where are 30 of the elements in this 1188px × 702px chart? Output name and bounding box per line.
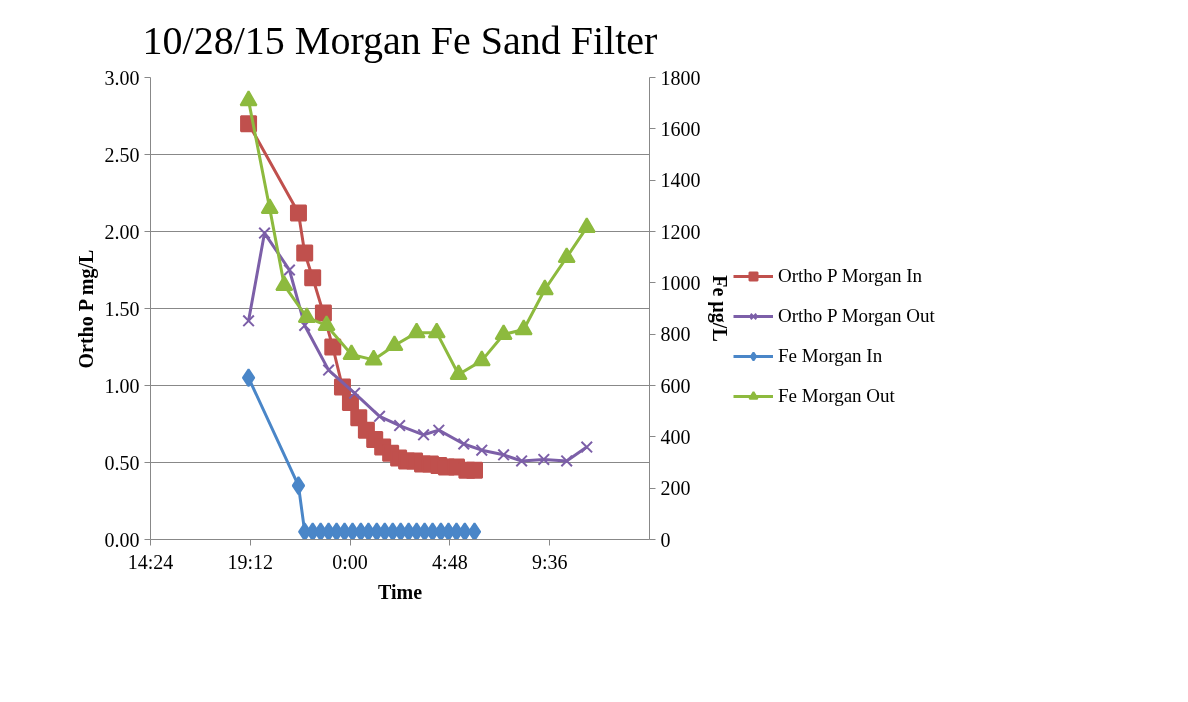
y2-tick-label: 600 [660, 374, 691, 397]
y2-axis-title: Fe µg/L [707, 275, 731, 342]
y2-tick-label: 1600 [660, 117, 701, 140]
y-tick-label: 2.50 [104, 143, 140, 166]
y2-tick-label: 1800 [660, 66, 701, 89]
y2-tick-label: 0 [660, 528, 671, 551]
legend-label: Fe Morgan Out [778, 384, 895, 407]
y2-tick-label: 200 [660, 477, 691, 500]
y2-tick-label: 1200 [660, 220, 701, 243]
y-tick-label: 0.50 [104, 451, 140, 474]
x-axis-title: Time [377, 580, 423, 603]
x-tick-label: 19:12 [227, 550, 274, 573]
y-tick-label: 0.00 [104, 528, 140, 551]
y-tick-label: 1.50 [104, 297, 140, 320]
y-tick-label: 2.00 [104, 220, 140, 243]
x-tick-label: 0:00 [332, 550, 368, 573]
y-tick-label: 1.00 [104, 374, 140, 397]
x-tick-label: 9:36 [531, 550, 568, 573]
legend-label: Fe Morgan In [778, 344, 883, 367]
chart-title: 10/28/15 Morgan Fe Sand Filter [142, 17, 658, 63]
y2-tick-label: 800 [660, 323, 691, 346]
legend-label: Ortho P Morgan In [778, 264, 923, 287]
y-tick-label: 3.00 [104, 66, 140, 89]
y2-tick-label: 1400 [660, 169, 701, 192]
y-axis-title: Ortho P mg/L [74, 249, 98, 369]
y2-tick-label: 400 [660, 425, 691, 448]
x-tick-label: 4:48 [432, 550, 468, 573]
legend-label: Ortho P Morgan Out [778, 304, 935, 327]
x-tick-label: 14:24 [127, 550, 174, 573]
y2-tick-label: 1000 [660, 271, 701, 294]
